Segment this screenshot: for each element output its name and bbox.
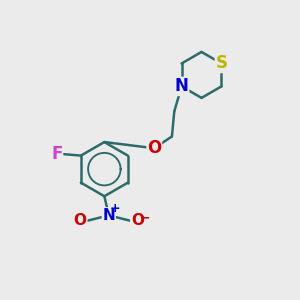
Text: S: S	[215, 54, 227, 72]
Text: O: O	[131, 213, 144, 228]
Text: N: N	[175, 77, 189, 95]
Text: +: +	[110, 202, 121, 215]
Text: O: O	[147, 139, 161, 157]
Text: N: N	[102, 208, 115, 223]
Text: F: F	[51, 145, 62, 163]
Text: −: −	[140, 211, 151, 224]
Text: O: O	[74, 213, 87, 228]
